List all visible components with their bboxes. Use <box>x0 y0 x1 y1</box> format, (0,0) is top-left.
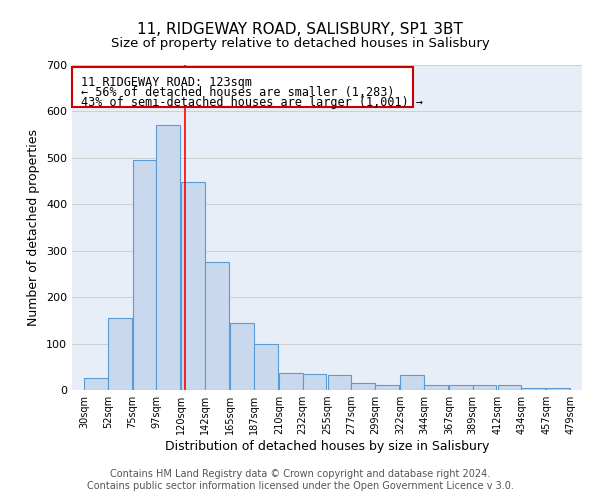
Text: Contains public sector information licensed under the Open Government Licence v : Contains public sector information licen… <box>86 481 514 491</box>
Text: 11, RIDGEWAY ROAD, SALISBURY, SP1 3BT: 11, RIDGEWAY ROAD, SALISBURY, SP1 3BT <box>137 22 463 38</box>
Bar <box>279 373 302 390</box>
X-axis label: Distribution of detached houses by size in Salisbury: Distribution of detached houses by size … <box>165 440 489 453</box>
Bar <box>521 388 545 390</box>
Bar <box>400 374 424 390</box>
Bar <box>375 386 399 390</box>
Bar <box>133 160 157 390</box>
Bar <box>328 374 352 390</box>
Bar <box>108 318 131 390</box>
Bar <box>352 383 375 390</box>
Y-axis label: Number of detached properties: Number of detached properties <box>28 129 40 326</box>
Bar <box>230 322 254 390</box>
Bar <box>424 386 448 390</box>
Text: 43% of semi-detached houses are larger (1,001) →: 43% of semi-detached houses are larger (… <box>80 96 422 109</box>
Text: 11 RIDGEWAY ROAD: 123sqm: 11 RIDGEWAY ROAD: 123sqm <box>80 76 251 88</box>
Bar <box>181 182 205 390</box>
Bar <box>497 386 521 390</box>
Text: ← 56% of detached houses are smaller (1,283): ← 56% of detached houses are smaller (1,… <box>80 86 394 99</box>
Bar <box>157 126 180 390</box>
Bar <box>302 374 326 390</box>
Bar <box>449 386 473 390</box>
Bar <box>84 378 108 390</box>
Bar <box>473 386 496 390</box>
Bar <box>205 262 229 390</box>
Bar <box>254 344 278 390</box>
Text: Size of property relative to detached houses in Salisbury: Size of property relative to detached ho… <box>110 38 490 51</box>
Bar <box>72 68 413 107</box>
Bar <box>546 388 570 390</box>
Text: Contains HM Land Registry data © Crown copyright and database right 2024.: Contains HM Land Registry data © Crown c… <box>110 469 490 479</box>
